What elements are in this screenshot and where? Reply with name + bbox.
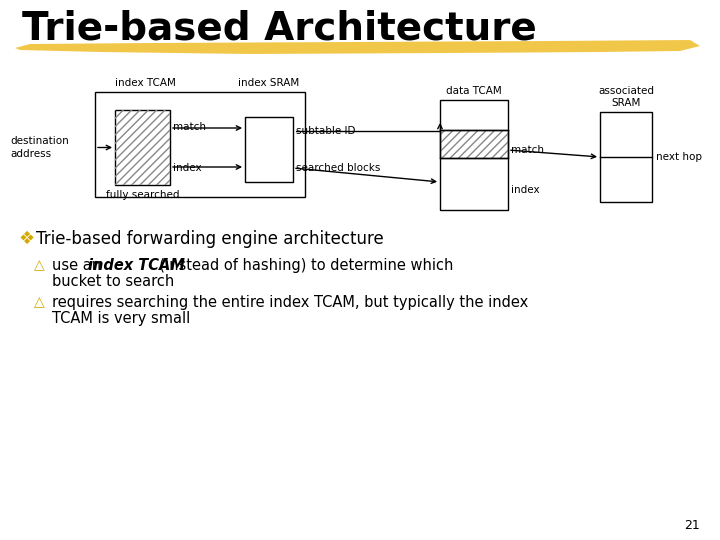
Text: index SRAM: index SRAM (238, 78, 300, 88)
Text: use an: use an (52, 258, 106, 273)
Text: fully searched: fully searched (106, 190, 179, 200)
Text: Trie-based forwarding engine architecture: Trie-based forwarding engine architectur… (36, 230, 384, 248)
Text: 21: 21 (684, 519, 700, 532)
Text: index: index (173, 163, 202, 173)
Text: Trie-based Architecture: Trie-based Architecture (22, 10, 536, 48)
Text: data TCAM: data TCAM (446, 86, 502, 96)
Text: TCAM is very small: TCAM is very small (52, 311, 190, 326)
Bar (440, 130, 508, 158)
Text: subtable ID: subtable ID (296, 126, 356, 136)
Bar (115, 110, 170, 185)
Bar (600, 112, 652, 202)
Text: destination
address: destination address (10, 136, 68, 159)
Bar (440, 100, 508, 210)
Bar (115, 110, 170, 185)
Text: match: match (173, 122, 206, 132)
Text: △: △ (34, 295, 45, 309)
Text: index TCAM: index TCAM (88, 258, 185, 273)
Text: (instead of hashing) to determine which: (instead of hashing) to determine which (150, 258, 454, 273)
Text: requires searching the entire index TCAM, but typically the index: requires searching the entire index TCAM… (52, 295, 528, 310)
Text: associated
SRAM: associated SRAM (598, 86, 654, 108)
Bar (95, 92, 305, 197)
Text: △: △ (34, 258, 45, 272)
Text: searched blocks: searched blocks (296, 163, 380, 173)
Bar (245, 117, 293, 182)
Bar (440, 130, 508, 158)
Text: match: match (511, 145, 544, 155)
Text: index TCAM: index TCAM (115, 78, 176, 88)
Polygon shape (15, 40, 700, 54)
Text: bucket to search: bucket to search (52, 274, 174, 289)
Text: ❖: ❖ (18, 230, 34, 248)
Text: index: index (511, 185, 539, 195)
Text: next hop: next hop (656, 152, 702, 162)
